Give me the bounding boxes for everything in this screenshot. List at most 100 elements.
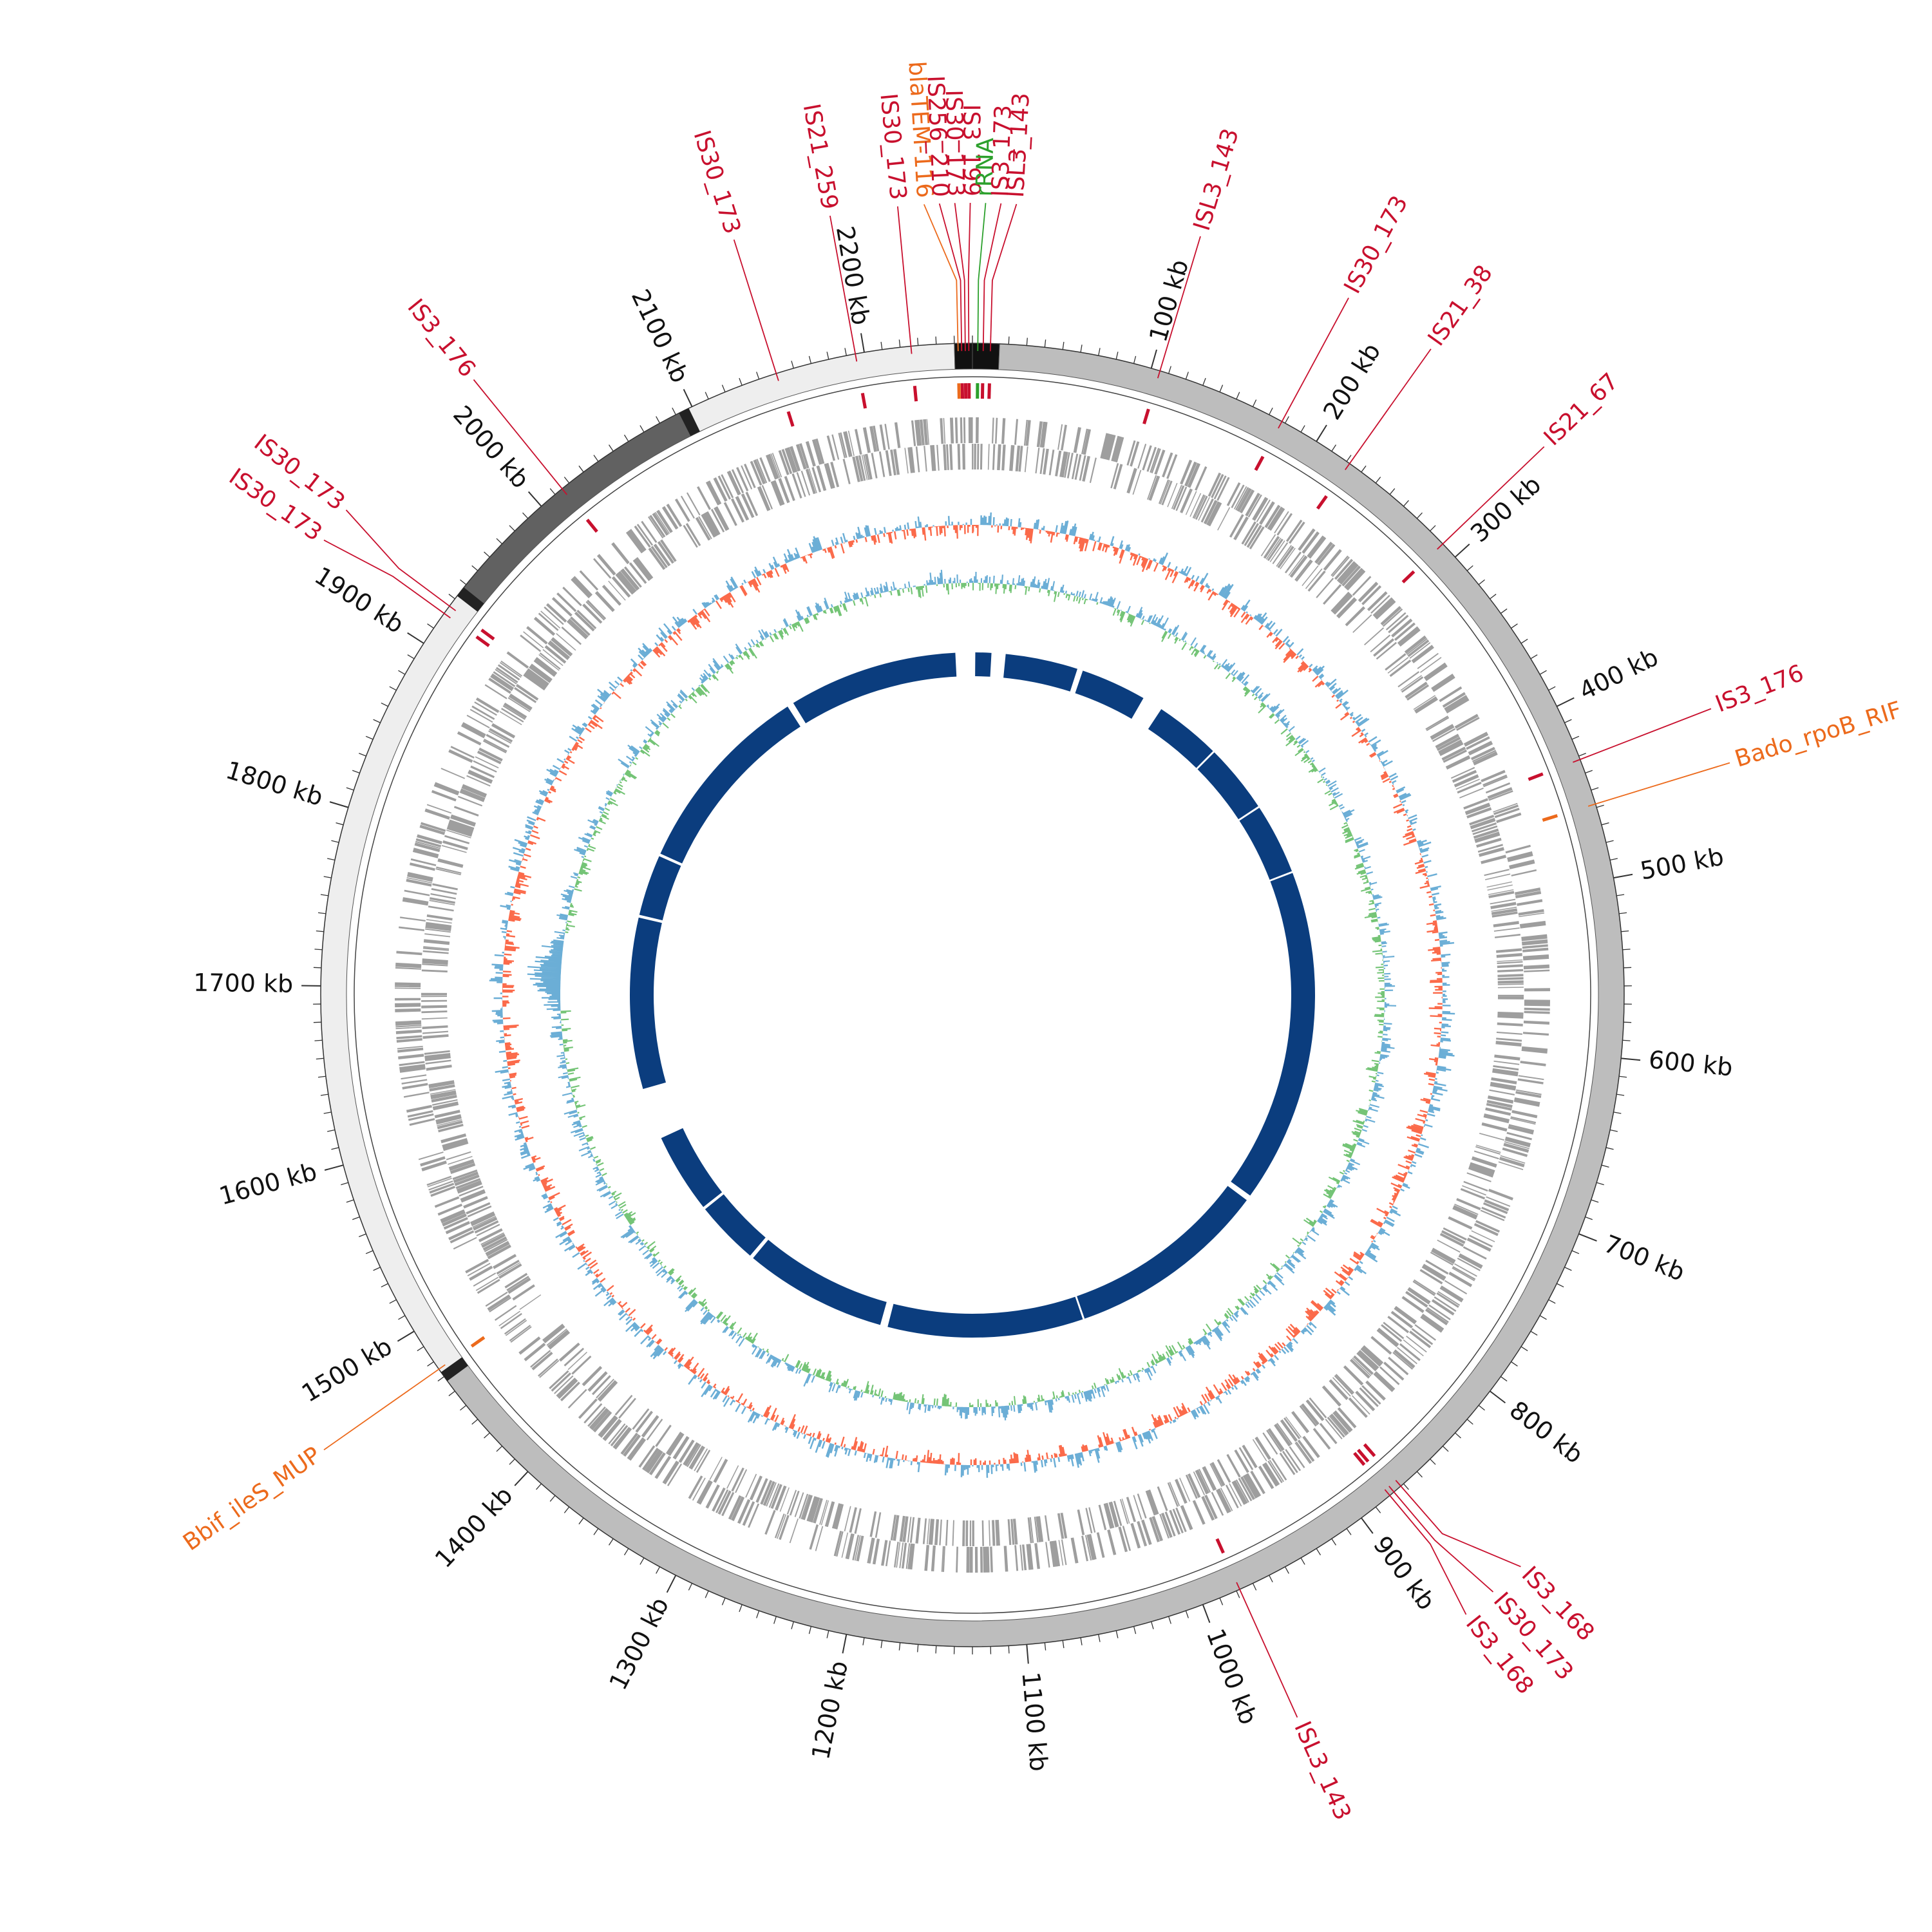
minor-tick (639, 1557, 645, 1565)
feature-label: ISL3_143 (1289, 1718, 1356, 1824)
minor-tick (1585, 770, 1593, 773)
minor-tick (1548, 1299, 1556, 1304)
feature-leader-line (829, 215, 858, 362)
major-tick (1316, 424, 1327, 442)
minor-tick (1236, 1591, 1240, 1598)
minor-tick (1601, 822, 1609, 826)
minor-tick (1571, 735, 1580, 740)
minor-tick (398, 670, 406, 675)
minor-tick (398, 1315, 406, 1320)
homology-block (660, 706, 800, 864)
minor-tick (484, 551, 490, 558)
minor-tick (1269, 407, 1273, 415)
minor-tick (880, 341, 883, 350)
minor-tick (721, 384, 726, 392)
tick-label: 1200 kb (806, 1658, 853, 1762)
cds-track (395, 417, 1550, 1573)
homology-block (1239, 808, 1293, 880)
feature-label: rRNA (972, 137, 999, 196)
minor-tick (826, 352, 829, 360)
homology-block (1148, 709, 1213, 768)
minor-tick (1331, 444, 1337, 451)
feature-leader-line (1384, 1489, 1467, 1615)
gc-skew-track (527, 569, 1396, 1421)
minor-tick (623, 434, 629, 442)
minor-tick (564, 1506, 570, 1513)
major-tick (527, 491, 542, 507)
minor-tick (484, 1432, 490, 1439)
feature-label: IS30_173 (1340, 191, 1414, 298)
minor-tick (1564, 719, 1572, 723)
feature-leader-line (1278, 298, 1349, 429)
feature-label: IS256_210 (922, 75, 953, 197)
minor-tick (320, 1094, 328, 1096)
major-tick (860, 333, 865, 353)
gc-skew-negative (560, 583, 1385, 1407)
minor-tick (593, 1528, 599, 1535)
minor-tick (880, 1640, 883, 1649)
minor-tick (314, 949, 323, 951)
minor-tick (1080, 345, 1083, 353)
feature-mark (1215, 1538, 1225, 1554)
minor-tick (705, 1591, 709, 1598)
minor-tick (549, 1495, 556, 1502)
minor-tick (331, 840, 339, 843)
minor-tick (1133, 1626, 1137, 1634)
minor-tick (1062, 341, 1065, 350)
homology-block (753, 1240, 887, 1325)
major-tick (324, 1164, 344, 1171)
feature-mark (1363, 1443, 1376, 1457)
minor-tick (1236, 392, 1240, 399)
minor-tick (1539, 1315, 1547, 1320)
tick-label: 100 kb (1144, 256, 1194, 345)
contig-segment (972, 343, 1000, 370)
minor-tick (496, 1446, 503, 1452)
feature-leader-line (473, 379, 567, 495)
major-tick (683, 388, 693, 407)
feature-label: Bbif_ileS_MUP (178, 1442, 326, 1556)
minor-tick (1609, 858, 1618, 861)
feature-leader-line (1157, 236, 1201, 379)
minor-tick (1252, 1583, 1257, 1591)
minor-tick (608, 1539, 614, 1546)
minor-tick (327, 1129, 336, 1132)
tick-label: 1600 kb (216, 1157, 320, 1211)
minor-tick (1442, 1446, 1449, 1452)
feature-leader-line (1573, 708, 1712, 763)
minor-tick (509, 525, 515, 531)
minor-tick (1300, 425, 1305, 433)
minor-tick (1098, 1634, 1101, 1642)
minor-tick (1062, 1640, 1065, 1649)
tick-label: 1400 kb (430, 1481, 518, 1573)
minor-tick (1624, 967, 1632, 969)
minor-tick (1219, 384, 1224, 392)
minor-tick (1416, 512, 1423, 519)
minor-tick (1346, 455, 1352, 462)
minor-tick (427, 623, 434, 629)
feature-label: IS21_38 (1423, 260, 1498, 350)
minor-tick (1511, 1361, 1518, 1367)
homology-block (629, 917, 667, 1090)
minor-tick (1616, 1094, 1625, 1096)
minor-tick (471, 1419, 478, 1425)
minor-tick (1557, 1283, 1564, 1288)
feature-leader-line (977, 203, 987, 352)
tick-label: 1100 kb (1016, 1671, 1053, 1772)
minor-tick (1478, 579, 1485, 585)
minor-tick (578, 465, 584, 473)
tick-label: 1000 kb (1201, 1625, 1263, 1728)
minor-tick (756, 372, 760, 380)
minor-tick (1389, 488, 1396, 495)
feature-mark (1142, 408, 1150, 424)
minor-tick (359, 1233, 366, 1237)
feature-leader-line (989, 204, 1018, 352)
major-tick (666, 1575, 677, 1593)
minor-tick (1331, 1539, 1337, 1546)
tick-label: 700 kb (1600, 1229, 1689, 1287)
minor-tick (688, 1583, 693, 1591)
feature-mark (1254, 455, 1265, 471)
gc-skew-positive (527, 569, 1396, 1421)
minor-tick (352, 770, 360, 773)
minor-tick (656, 1566, 661, 1574)
